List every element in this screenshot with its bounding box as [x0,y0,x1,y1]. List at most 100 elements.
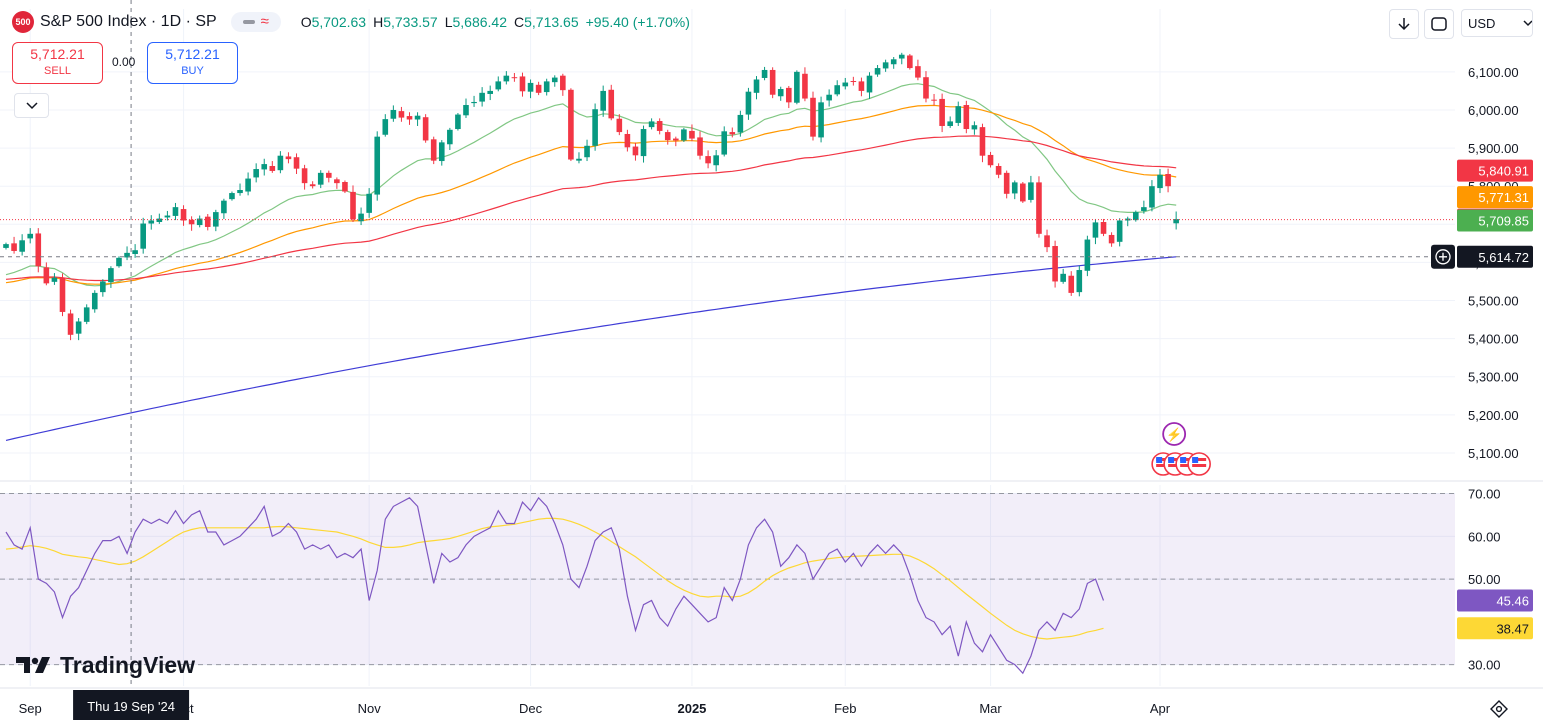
candle-body [447,129,453,145]
candle-body [35,233,42,267]
download-button[interactable] [1389,9,1419,39]
currency-select[interactable]: USD [1461,9,1533,37]
lightning-glyph: ⚡ [1166,427,1182,443]
candle-body [503,75,510,82]
candle-body [802,73,808,99]
candle-body [438,142,445,162]
candle-body [463,105,469,116]
candle-body [1036,182,1042,234]
fullscreen-icon [1431,17,1447,31]
price-tick-label: 5,500.00 [1468,294,1519,309]
candle-body [172,207,179,216]
wave-icon[interactable]: ≈ [260,13,269,30]
candle-body [124,252,130,258]
candle-body [648,121,655,128]
event-markers[interactable]: ⚡ [1151,422,1211,476]
candle-body [745,91,752,115]
rsi-tick-label: 60.00 [1468,529,1501,544]
sma-200-line [5,256,1177,441]
candle-body [59,277,66,312]
price-tick-label: 5,900.00 [1468,141,1519,156]
candle-body [898,54,905,59]
rsi-band-fill [0,493,1455,665]
candle-body [116,257,122,267]
tradingview-logo[interactable]: TradingView [16,651,195,679]
candle-body [382,119,389,135]
candle-body [923,77,929,99]
candle-body [955,106,962,123]
candle-body [237,190,243,194]
candle-body [721,131,728,155]
sell-button[interactable]: 5,712.21 SELL [12,42,103,84]
candle-body [600,90,606,111]
spread-value: 0.00 [112,55,136,69]
price-tag-3-bg [1457,209,1533,232]
candle-body [535,84,542,93]
price-tick-label: 6,000.00 [1468,103,1519,118]
candle-body [939,98,945,126]
price-axis-labels: 5,840.915,771.315,712.215,709.855,614.72… [1457,159,1533,640]
candle-body [75,321,82,334]
ema-50-line [5,104,1177,285]
indicator-toggle-pill[interactable]: ≈ [230,12,281,32]
time-axis[interactable]: SepOctNovDec2025FebMarAprThu 19 Sep '24 [19,690,1171,720]
time-tick-label: Nov [358,701,382,716]
candle-body [204,216,211,227]
time-tick-label: Mar [979,701,1002,716]
price-tick-label: 5,300.00 [1468,370,1519,385]
candle-body [1124,218,1131,221]
candle-body [1157,174,1163,189]
candle-body [19,240,25,252]
candle-body [180,209,187,221]
chevron-down-icon [25,101,38,109]
price-tick-label: 6,100.00 [1468,65,1519,80]
candle-body [737,114,744,133]
candle-body [495,81,502,90]
candle-body [269,165,276,171]
candle-body [882,62,889,69]
goto-date-button[interactable] [1488,698,1510,720]
candle-body [317,172,324,185]
rsi-axis[interactable]: 70.00 60.00 50.00 30.00 [1468,487,1501,673]
candle-body [140,223,146,249]
candle-body [1084,239,1091,271]
candle-body [471,101,477,104]
candle-body [342,181,348,192]
candle-body [947,121,953,126]
crosshair-date-label: Thu 19 Sep '24 [87,699,175,714]
candlestick-series [3,52,1179,341]
candle-body [1100,222,1107,234]
lightning-event-icon [1162,422,1187,446]
candle-body [785,87,792,103]
add-alert-button[interactable] [1431,244,1455,269]
buy-button[interactable]: 5,712.21 BUY [147,42,238,84]
candle-body [430,139,437,161]
candle-body [277,155,284,171]
symbol-title[interactable]: S&P 500 Index · 1D · SP [40,13,217,30]
rsi-tag-1-bg [1457,617,1533,640]
hide-indicators-icon[interactable] [242,20,255,24]
price-tag-4-bg [1457,245,1533,268]
price-tag-1: 5,771.31 [1478,190,1529,205]
candle-body [374,136,381,195]
candle-body [51,277,58,282]
candle-body [1076,270,1083,293]
candle-body [148,220,155,224]
fullscreen-button[interactable] [1424,9,1454,39]
candle-body [100,281,106,293]
buy-label: BUY [181,65,204,77]
candle-body [293,157,300,169]
candle-body [229,193,235,200]
candle-body [213,212,219,227]
candle-body [842,82,849,87]
flag-canton [1180,457,1187,463]
symbol-logo-icon[interactable]: 500 [12,11,34,33]
collapse-legend-button[interactable] [14,93,49,118]
candle-body [1011,182,1018,194]
candle-body [301,168,308,184]
ohlc-open: O5,702.63 [300,14,367,30]
candle-body [794,71,800,103]
candle-body [632,146,639,156]
candle-body [1141,207,1147,211]
